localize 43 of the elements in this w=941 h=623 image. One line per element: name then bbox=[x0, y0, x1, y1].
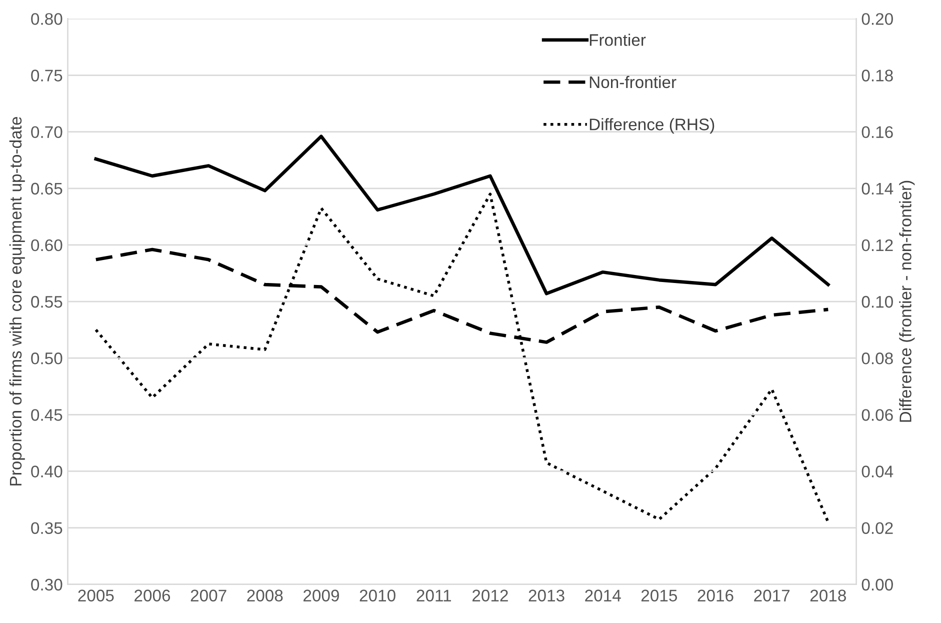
y2-tick-label: 0.16 bbox=[862, 126, 893, 138]
y-tick-label: 0.50 bbox=[31, 352, 62, 364]
x-tick-label: 2016 bbox=[698, 590, 734, 602]
y-tick-label: 0.30 bbox=[31, 578, 62, 591]
y2-tick-label: 0.10 bbox=[862, 296, 893, 308]
y2-tick-label: 0.00 bbox=[862, 578, 893, 591]
x-tick-label: 2008 bbox=[247, 590, 283, 602]
y-tick-label: 0.35 bbox=[31, 522, 62, 534]
y2-tick-label: 0.20 bbox=[862, 13, 893, 25]
x-tick-label: 2014 bbox=[585, 590, 621, 602]
y-tick-label: 0.45 bbox=[31, 409, 62, 421]
legend-label: Non-frontier bbox=[590, 76, 676, 88]
legend-label: Frontier bbox=[590, 34, 646, 46]
y2-tick-label: 0.02 bbox=[862, 522, 893, 534]
x-tick-label: 2010 bbox=[360, 590, 396, 602]
y-axis-title: Proportion of firms with core equipment up-to-date bbox=[9, 116, 25, 486]
x-tick-label: 2017 bbox=[754, 590, 790, 602]
y-tick-label: 0.75 bbox=[31, 70, 62, 82]
x-tick-label: 2009 bbox=[304, 590, 339, 602]
y2-axis-title: Difference (frontier - non-frontier) bbox=[899, 180, 915, 422]
y2-tick-label: 0.06 bbox=[862, 409, 893, 421]
x-tick-label: 2013 bbox=[528, 590, 564, 602]
x-tick-label: 2006 bbox=[134, 590, 170, 602]
y2-tick-label: 0.04 bbox=[862, 466, 894, 478]
line-series bbox=[94, 192, 830, 524]
x-tick-label: 2005 bbox=[78, 590, 114, 602]
x-tick-label: 2012 bbox=[472, 590, 508, 602]
y2-tick-label: 0.14 bbox=[862, 182, 894, 195]
x-tick-label: 2011 bbox=[416, 590, 451, 602]
x-tick-label: 2007 bbox=[190, 590, 226, 602]
x-tick-label: 2015 bbox=[641, 590, 678, 602]
y-tick-label: 0.55 bbox=[31, 296, 62, 308]
y2-tick-label: 0.18 bbox=[862, 70, 893, 82]
y-tick-label: 0.65 bbox=[31, 182, 62, 195]
y-tick-label: 0.40 bbox=[31, 466, 62, 478]
legend-label: Difference (RHS) bbox=[590, 118, 714, 134]
y-tick-label: 0.70 bbox=[31, 126, 62, 138]
line-series bbox=[94, 134, 830, 296]
y2-tick-label: 0.08 bbox=[862, 352, 893, 364]
y2-tick-label: 0.12 bbox=[862, 239, 893, 252]
y-tick-label: 0.80 bbox=[31, 13, 62, 25]
x-tick-label: 2018 bbox=[810, 590, 846, 602]
y-tick-label: 0.60 bbox=[31, 239, 62, 252]
